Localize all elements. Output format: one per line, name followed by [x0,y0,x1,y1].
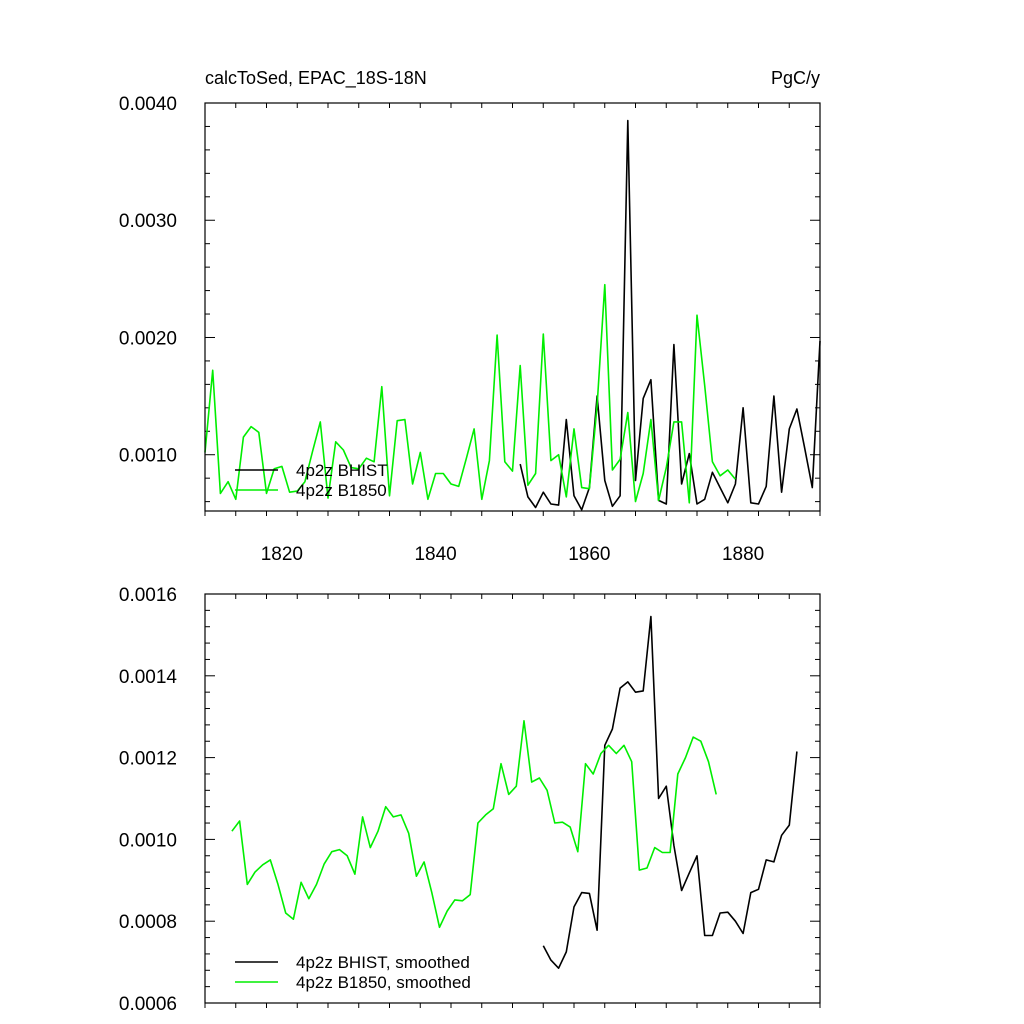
x-tick-label: 1860 [568,544,610,565]
bottom-series-line-b1850 [231,719,717,929]
y-tick-label: 0.0008 [119,912,177,933]
legend-label-b1850: 4p2z B1850 [296,481,387,500]
y-tick-label: 0.0012 [119,749,177,770]
top-panel-title: calcToSed, EPAC_18S-18N [205,68,427,89]
y-tick-label: 0.0016 [119,585,177,606]
top-panel: calcToSed, EPAC_18S-18N PgC/y 0.00100.00… [119,68,821,565]
bottom-series-line-bhist [542,615,798,970]
x-tick-label: 1880 [722,544,764,565]
x-tick-label: 1840 [414,544,456,565]
bottom-panel-legend: 4p2z BHIST, smoothed 4p2z B1850, smoothe… [235,953,471,992]
top-panel-series [204,119,821,511]
top-series-line-bhist [519,119,821,511]
top-panel-ticks: 0.0010 0.0020 0.0030 0.0040 1820 1840 1860 1880 [119,94,821,565]
legend-label-b1850-smoothed: 4p2z B1850, smoothed [296,973,471,992]
y-tick-label: 0.0006 [119,994,177,1015]
top-panel-legend: 4p2z BHIST 4p2z B1850 [235,461,388,500]
y-tick-label: 0.0010 [119,830,177,851]
bottom-panel-ticks: 0.0006 0.0008 0.0010 0.0012 0.0014 0.0016 [119,585,821,1015]
top-panel-frame [204,102,821,512]
bottom-panel-frame [204,593,821,1004]
x-tick-label: 1820 [261,544,303,565]
bottom-panel: 0.0006 0.0008 0.0010 0.0012 0.0014 0.0016 4p2… [119,585,821,1015]
legend-label-bhist-smoothed: 4p2z BHIST, smoothed [296,953,470,972]
y-tick-label: 0.0010 [119,446,177,467]
y-tick-label: 0.0020 [119,328,177,349]
top-panel-units: PgC/y [771,68,820,88]
top-series-line-b1850 [204,283,737,504]
y-tick-label: 0.0040 [119,94,177,115]
legend-label-bhist: 4p2z BHIST [296,461,388,480]
y-tick-label: 0.0030 [119,211,177,232]
bottom-panel-series [231,615,798,970]
y-tick-label: 0.0014 [119,667,178,688]
